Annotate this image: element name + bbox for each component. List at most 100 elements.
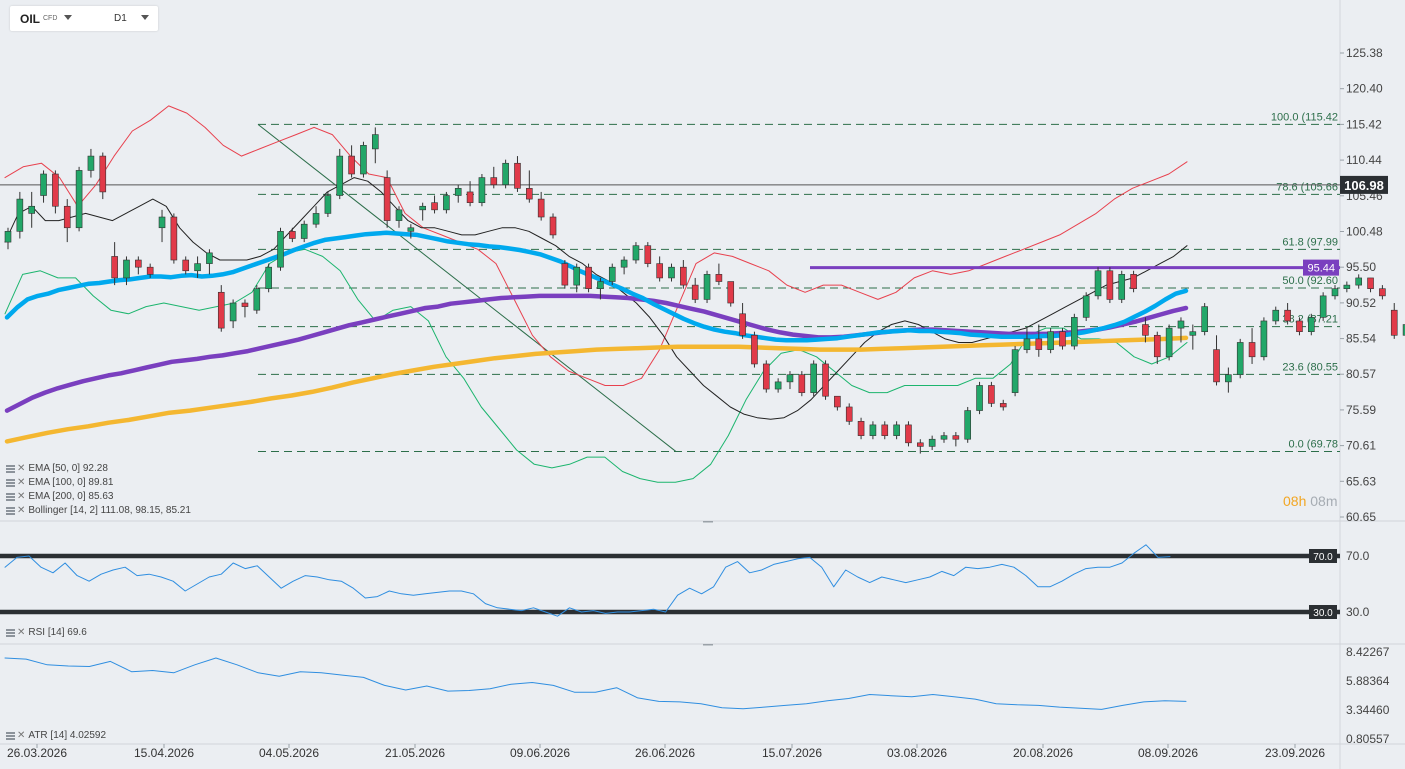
- legend-atr[interactable]: ✕ ATR [14] 4.02592: [6, 729, 106, 742]
- candle-bull-body: [1402, 324, 1405, 336]
- candle-bear-body: [834, 395, 841, 408]
- candle-bull-body: [371, 134, 379, 150]
- candle-bear-body: [1248, 342, 1256, 358]
- candle: [869, 421, 877, 440]
- candle-bear-body: [988, 385, 995, 404]
- candle: [1071, 313, 1078, 350]
- candle: [158, 209, 166, 243]
- candle: [656, 256, 663, 282]
- close-icon[interactable]: ✕: [17, 477, 26, 488]
- menu-icon[interactable]: [6, 506, 15, 515]
- candle: [431, 195, 438, 214]
- candle: [324, 191, 332, 218]
- candle: [28, 191, 35, 228]
- candle-bear-body: [1035, 338, 1043, 350]
- candle-bear-body: [822, 363, 829, 397]
- candle-bear-body: [549, 216, 557, 236]
- candle: [300, 220, 308, 243]
- legend-ema100[interactable]: ✕ EMA [100, 0] 89.81: [6, 476, 113, 489]
- fib-level-label: 23.6 (80.55: [1282, 361, 1338, 373]
- rsi-level-badge: [1309, 605, 1337, 619]
- candle-bull-body: [1177, 320, 1185, 329]
- candle: [1142, 317, 1149, 343]
- candle: [1153, 331, 1161, 364]
- candle-bear-body: [1130, 274, 1137, 289]
- timeframe-chevron-down-icon[interactable]: [141, 15, 149, 20]
- candle: [798, 371, 806, 397]
- candle: [1390, 303, 1398, 339]
- candle-bull-body: [75, 170, 83, 229]
- candle: [1331, 285, 1339, 300]
- close-icon[interactable]: ✕: [17, 730, 26, 741]
- candle: [1272, 306, 1280, 325]
- candle: [1355, 274, 1362, 289]
- candle: [715, 263, 723, 286]
- candle-bull-body: [1082, 295, 1090, 318]
- rsi-level-badge-text: 70.0: [1313, 552, 1333, 563]
- candle: [1296, 317, 1303, 336]
- close-icon[interactable]: ✕: [17, 505, 26, 516]
- candle-bull-body: [419, 205, 426, 211]
- last-price-badge-text: 106.98: [1344, 178, 1384, 193]
- rsi-level-badge-text: 30.0: [1313, 608, 1333, 619]
- fib-level-label: 78.6 (105.66: [1276, 181, 1338, 193]
- fib-level-label: 50.0 (92.60: [1282, 275, 1338, 287]
- candle: [620, 256, 628, 275]
- candle: [917, 439, 924, 454]
- menu-icon[interactable]: [6, 478, 15, 487]
- menu-icon[interactable]: [6, 464, 15, 473]
- close-icon[interactable]: ✕: [17, 491, 26, 502]
- candle-bear-body: [644, 245, 652, 264]
- candle: [253, 285, 261, 314]
- candle: [857, 417, 865, 440]
- candle-bull-body: [194, 263, 201, 272]
- symbol-chevron-down-icon[interactable]: [64, 15, 72, 20]
- candle: [336, 148, 344, 200]
- close-icon[interactable]: ✕: [17, 463, 26, 474]
- candle-bull-body: [395, 209, 403, 221]
- last-price-badge-bg: [1340, 175, 1388, 194]
- legend-ema200[interactable]: ✕ EMA [200, 0] 85.63: [6, 490, 113, 503]
- close-icon[interactable]: ✕: [17, 627, 26, 638]
- menu-icon[interactable]: [6, 628, 15, 637]
- timer-hours: 08h: [1283, 493, 1307, 509]
- symbol-selector[interactable]: OIL CFD D1: [10, 6, 158, 31]
- candle: [988, 381, 995, 407]
- candle: [822, 360, 829, 400]
- candle: [514, 156, 521, 192]
- candle: [845, 403, 853, 425]
- candle-bull-body: [1023, 338, 1031, 350]
- candle: [751, 331, 758, 368]
- candle-bull-body: [265, 266, 272, 289]
- candle-bear-body: [727, 281, 735, 304]
- candle: [1343, 281, 1351, 293]
- resistance-badge-text: 95.44: [1307, 263, 1335, 275]
- legend-rsi[interactable]: ✕ RSI [14] 69.6: [6, 626, 87, 639]
- candle-bear-body: [348, 155, 355, 175]
- candle: [762, 360, 770, 393]
- legend-ema50[interactable]: ✕ EMA [50, 0] 92.28: [6, 462, 108, 475]
- legend-ema50-text: EMA [50, 0] 92.28: [28, 463, 108, 475]
- menu-icon[interactable]: [6, 731, 15, 740]
- candle: [217, 285, 225, 332]
- date-tick-label: 04.05.2026: [259, 746, 319, 760]
- legend-ema200-text: EMA [200, 0] 85.63: [28, 491, 114, 503]
- candle: [537, 191, 545, 221]
- menu-icon[interactable]: [6, 492, 15, 501]
- candle: [1213, 335, 1220, 386]
- candle-bull-body: [1355, 277, 1362, 286]
- candle: [371, 127, 379, 164]
- candle-bull-body: [1189, 331, 1197, 336]
- candle-bull-body: [928, 438, 936, 447]
- legend-bollinger[interactable]: ✕ Bollinger [14, 2] 111.08, 98.15, 85.21: [6, 504, 191, 517]
- candle: [63, 199, 71, 243]
- candle: [99, 152, 107, 200]
- legend-bollinger-text: Bollinger [14, 2] 111.08, 98.15, 85.21: [28, 505, 191, 517]
- fib-level-label: 100.0 (115.42: [1271, 111, 1338, 123]
- candle: [976, 381, 983, 415]
- price-tick-label: 70.61: [1346, 439, 1376, 453]
- rsi-tick-label: 70.0: [1346, 549, 1370, 563]
- bollinger-lower-line: [4, 248, 1188, 483]
- candle-bull-body: [786, 374, 794, 383]
